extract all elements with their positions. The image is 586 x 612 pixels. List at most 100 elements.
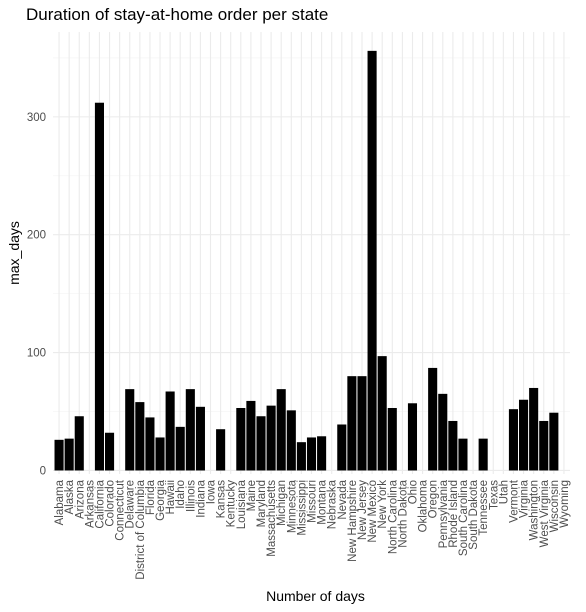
x-tick-label: Maryland xyxy=(256,480,268,527)
bar-alabama xyxy=(54,439,64,471)
x-tick-label: Connecticut xyxy=(115,479,127,541)
x-tick-label: North Carolina xyxy=(387,479,399,554)
x-tick-label: Wyoming xyxy=(559,480,571,528)
x-tick-label: Missouri xyxy=(307,480,319,523)
bar-alaska xyxy=(64,438,74,471)
x-tick-label: Nevada xyxy=(337,479,349,519)
x-tick-label: Louisiana xyxy=(236,479,248,529)
x-tick-label: Iowa xyxy=(206,479,218,504)
bar-arizona xyxy=(74,416,84,471)
bar-georgia xyxy=(155,437,165,471)
x-tick-label: Rhode Island xyxy=(448,480,460,548)
x-tick-label: District of Columbia xyxy=(135,479,147,579)
chart-title: Duration of stay-at-home order per state xyxy=(26,5,328,24)
x-tick-label: West Virginia xyxy=(539,479,551,547)
x-tick-label: Vermont xyxy=(508,479,520,523)
bar-pennsylvania xyxy=(438,393,448,471)
bar-ohio xyxy=(407,403,418,471)
y-tick-label: 200 xyxy=(27,230,46,242)
x-tick-label: South Carolina xyxy=(458,479,470,556)
x-tick-label: Kansas xyxy=(216,480,228,519)
bar-michigan xyxy=(276,389,286,471)
bar-new-jersey xyxy=(357,376,367,471)
bar-kansas xyxy=(216,429,226,471)
x-tick-label: Ohio xyxy=(407,480,419,504)
bar-maine xyxy=(246,400,256,471)
bar-missouri xyxy=(306,437,317,471)
x-tick-label: Maine xyxy=(246,480,258,511)
bar-delaware xyxy=(125,389,135,471)
bar-nevada xyxy=(337,424,347,471)
x-tick-label: Arizona xyxy=(74,479,86,519)
x-tick-label: Mississippi xyxy=(296,480,308,536)
x-tick-label: Oregon xyxy=(428,480,440,518)
bar-minnesota xyxy=(286,410,296,471)
bar-north-carolina xyxy=(387,407,397,471)
x-tick-labels: AlabamaAlaskaArizonaArkansasCaliforniaCo… xyxy=(54,479,571,580)
bar-florida xyxy=(145,417,155,471)
x-tick-label: Arkansas xyxy=(84,480,96,528)
x-tick-label: Alabama xyxy=(54,479,66,525)
y-axis-title: max_days xyxy=(6,221,22,285)
y-tick-labels: 0 100 200 300 xyxy=(27,112,46,478)
bar-mississippi xyxy=(296,442,306,471)
x-tick-label: Oklahoma xyxy=(418,479,430,532)
x-tick-label: New Jersey xyxy=(357,480,369,540)
x-tick-label: Nebraska xyxy=(327,479,339,529)
bar-new-mexico xyxy=(367,50,377,471)
x-tick-label: Washington xyxy=(529,480,541,540)
bar-hawaii xyxy=(165,391,175,471)
bar-massachusetts xyxy=(266,405,276,471)
x-tick-label: New Hampshire xyxy=(347,480,359,562)
x-tick-label: Wisconsin xyxy=(549,480,561,532)
x-tick-label: New York xyxy=(377,480,389,529)
x-tick-label: Utah xyxy=(498,480,510,504)
x-tick-label: Michigan xyxy=(276,480,288,526)
bar-wisconsin xyxy=(549,412,559,471)
bar-oregon xyxy=(428,367,438,471)
bar-virginia xyxy=(519,399,529,471)
bar-louisiana xyxy=(236,407,246,471)
bars xyxy=(54,50,559,471)
bar-colorado xyxy=(105,432,115,471)
x-tick-label: Hawaii xyxy=(165,480,177,515)
x-tick-label: Idaho xyxy=(175,480,187,509)
bar-montana xyxy=(317,436,327,471)
bar-washington xyxy=(529,387,539,471)
x-tick-label: Indiana xyxy=(195,479,207,517)
bar-new-york xyxy=(377,356,387,471)
bar-indiana xyxy=(195,406,205,471)
x-tick-label: Kentucky xyxy=(226,480,238,528)
bar-west-virginia xyxy=(539,420,549,471)
bar-new-hampshire xyxy=(347,376,357,471)
x-tick-label: South Dakota xyxy=(468,479,480,549)
bar-california xyxy=(94,102,104,471)
x-tick-label: Delaware xyxy=(125,480,137,529)
x-tick-label: New Mexico xyxy=(367,480,379,543)
x-tick-label: Florida xyxy=(145,479,157,515)
x-tick-label: Texas xyxy=(488,480,500,510)
bar-tennessee xyxy=(478,438,488,471)
bar-vermont xyxy=(508,409,518,471)
x-tick-label: North Dakota xyxy=(397,479,409,547)
x-tick-label: Virginia xyxy=(519,479,531,518)
bar-rhode-island xyxy=(448,420,458,471)
x-tick-label: Georgia xyxy=(155,479,167,521)
x-tick-label: Montana xyxy=(317,479,329,524)
x-tick-label: Minnesota xyxy=(286,479,298,533)
x-axis-title: Number of days xyxy=(266,588,365,604)
x-tick-label: Colorado xyxy=(105,480,117,527)
bar-illinois xyxy=(185,389,195,471)
x-tick-label: Massachusetts xyxy=(266,480,278,557)
bar-south-carolina xyxy=(458,438,468,471)
bar-district-of-columbia xyxy=(135,402,145,471)
y-tick-label: 0 xyxy=(40,465,46,477)
x-tick-label: Pennsylvania xyxy=(438,479,450,548)
x-tick-label: Tennessee xyxy=(478,480,490,536)
y-tick-label: 100 xyxy=(27,348,46,360)
y-tick-label: 300 xyxy=(27,112,46,124)
x-tick-label: Illinois xyxy=(185,480,197,512)
bar-idaho xyxy=(175,426,185,471)
bar-maryland xyxy=(256,416,266,471)
